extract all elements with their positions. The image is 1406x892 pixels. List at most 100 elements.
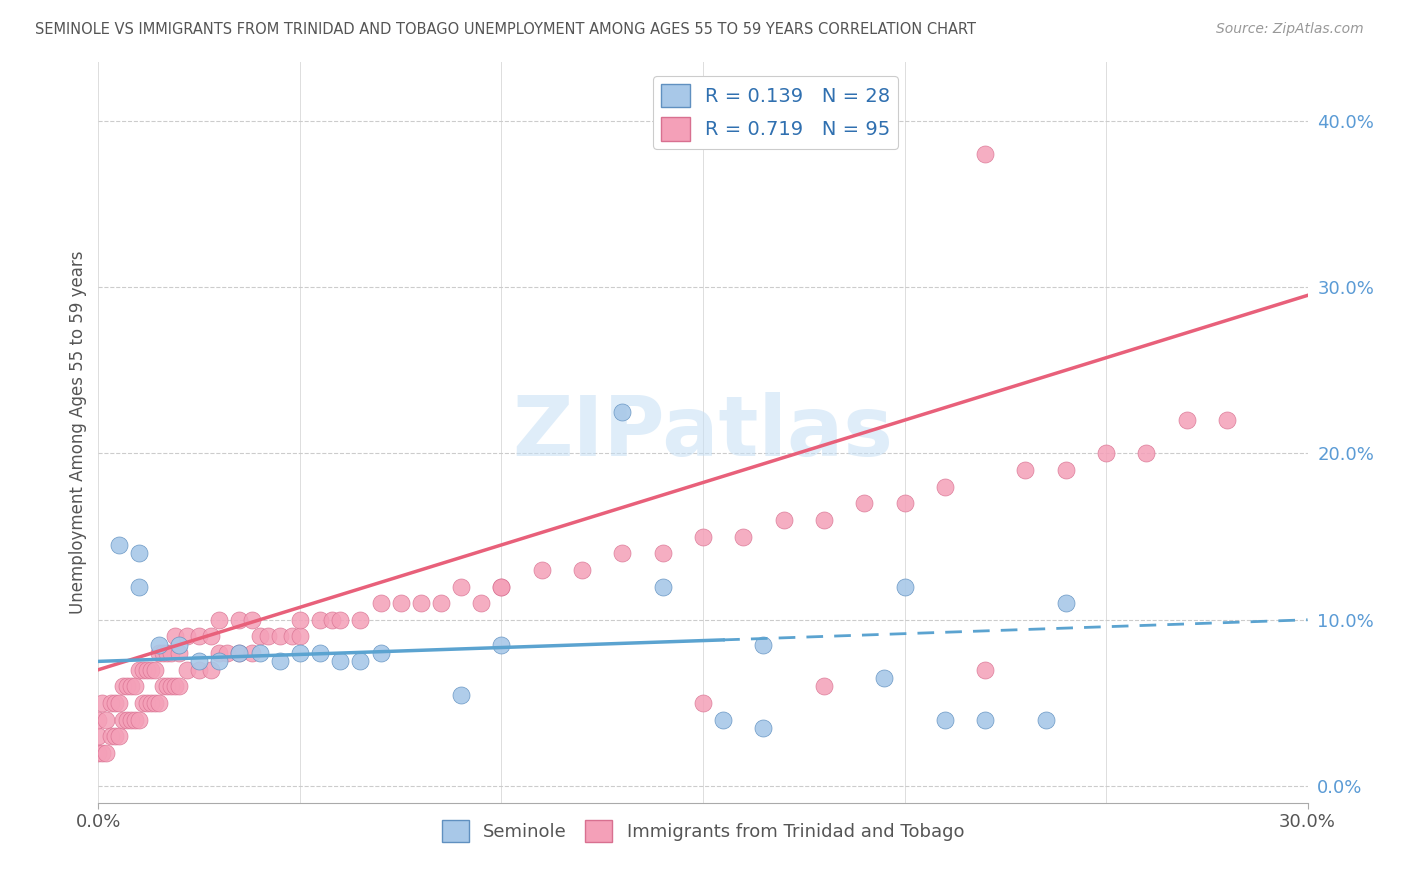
Point bbox=[612, 546, 634, 560]
Point bbox=[934, 713, 956, 727]
Point bbox=[893, 580, 915, 594]
Point bbox=[530, 563, 553, 577]
Point bbox=[135, 696, 157, 710]
Point bbox=[107, 729, 129, 743]
Point bbox=[711, 713, 734, 727]
Point bbox=[217, 646, 239, 660]
Point bbox=[148, 646, 170, 660]
Point bbox=[132, 663, 155, 677]
Point bbox=[370, 646, 392, 660]
Point bbox=[87, 746, 110, 760]
Point bbox=[103, 696, 125, 710]
Point bbox=[329, 654, 352, 668]
Point bbox=[91, 746, 114, 760]
Point bbox=[873, 671, 896, 685]
Point bbox=[1175, 413, 1198, 427]
Point bbox=[152, 679, 174, 693]
Point bbox=[240, 613, 263, 627]
Point bbox=[349, 613, 371, 627]
Point bbox=[974, 147, 997, 161]
Point bbox=[612, 405, 634, 419]
Point bbox=[813, 679, 835, 693]
Point bbox=[349, 654, 371, 668]
Point bbox=[752, 721, 775, 735]
Point bbox=[1014, 463, 1036, 477]
Point bbox=[893, 496, 915, 510]
Y-axis label: Unemployment Among Ages 55 to 59 years: Unemployment Among Ages 55 to 59 years bbox=[69, 251, 87, 615]
Point bbox=[228, 646, 250, 660]
Point bbox=[240, 646, 263, 660]
Point bbox=[208, 654, 231, 668]
Point bbox=[430, 596, 453, 610]
Point bbox=[160, 679, 183, 693]
Point bbox=[87, 713, 110, 727]
Point bbox=[208, 613, 231, 627]
Point bbox=[128, 663, 150, 677]
Point bbox=[163, 679, 186, 693]
Point bbox=[96, 713, 118, 727]
Point bbox=[692, 530, 714, 544]
Point bbox=[188, 654, 211, 668]
Point bbox=[167, 679, 190, 693]
Point bbox=[188, 663, 211, 677]
Text: ZIPatlas: ZIPatlas bbox=[513, 392, 893, 473]
Text: SEMINOLE VS IMMIGRANTS FROM TRINIDAD AND TOBAGO UNEMPLOYMENT AMONG AGES 55 TO 59: SEMINOLE VS IMMIGRANTS FROM TRINIDAD AND… bbox=[35, 22, 976, 37]
Point bbox=[329, 613, 352, 627]
Point bbox=[651, 580, 673, 594]
Point bbox=[692, 696, 714, 710]
Point bbox=[111, 679, 134, 693]
Legend: Seminole, Immigrants from Trinidad and Tobago: Seminole, Immigrants from Trinidad and T… bbox=[434, 813, 972, 849]
Text: Source: ZipAtlas.com: Source: ZipAtlas.com bbox=[1216, 22, 1364, 37]
Point bbox=[208, 646, 231, 660]
Point bbox=[91, 696, 114, 710]
Point bbox=[228, 613, 250, 627]
Point bbox=[409, 596, 432, 610]
Point bbox=[156, 679, 179, 693]
Point bbox=[281, 629, 304, 643]
Point bbox=[370, 596, 392, 610]
Point bbox=[491, 580, 513, 594]
Point bbox=[139, 696, 162, 710]
Point bbox=[120, 679, 142, 693]
Point bbox=[152, 646, 174, 660]
Point bbox=[135, 663, 157, 677]
Point bbox=[148, 696, 170, 710]
Point bbox=[974, 663, 997, 677]
Point bbox=[256, 629, 278, 643]
Point bbox=[288, 629, 311, 643]
Point bbox=[107, 538, 129, 552]
Point bbox=[288, 646, 311, 660]
Point bbox=[103, 729, 125, 743]
Point bbox=[249, 646, 271, 660]
Point bbox=[160, 646, 183, 660]
Point bbox=[389, 596, 412, 610]
Point bbox=[156, 646, 179, 660]
Point bbox=[269, 629, 291, 643]
Point bbox=[1135, 446, 1157, 460]
Point bbox=[733, 530, 755, 544]
Point bbox=[1216, 413, 1239, 427]
Point bbox=[309, 646, 332, 660]
Point bbox=[143, 663, 166, 677]
Point bbox=[107, 696, 129, 710]
Point bbox=[752, 638, 775, 652]
Point bbox=[167, 638, 190, 652]
Point bbox=[228, 646, 250, 660]
Point bbox=[96, 746, 118, 760]
Point bbox=[128, 580, 150, 594]
Point bbox=[124, 713, 146, 727]
Point bbox=[200, 629, 222, 643]
Point bbox=[1054, 596, 1077, 610]
Point bbox=[269, 654, 291, 668]
Point bbox=[115, 679, 138, 693]
Point bbox=[249, 629, 271, 643]
Point bbox=[200, 663, 222, 677]
Point bbox=[491, 638, 513, 652]
Point bbox=[176, 629, 198, 643]
Point bbox=[111, 713, 134, 727]
Point bbox=[139, 663, 162, 677]
Point bbox=[772, 513, 794, 527]
Point bbox=[1095, 446, 1118, 460]
Point bbox=[321, 613, 343, 627]
Point bbox=[309, 613, 332, 627]
